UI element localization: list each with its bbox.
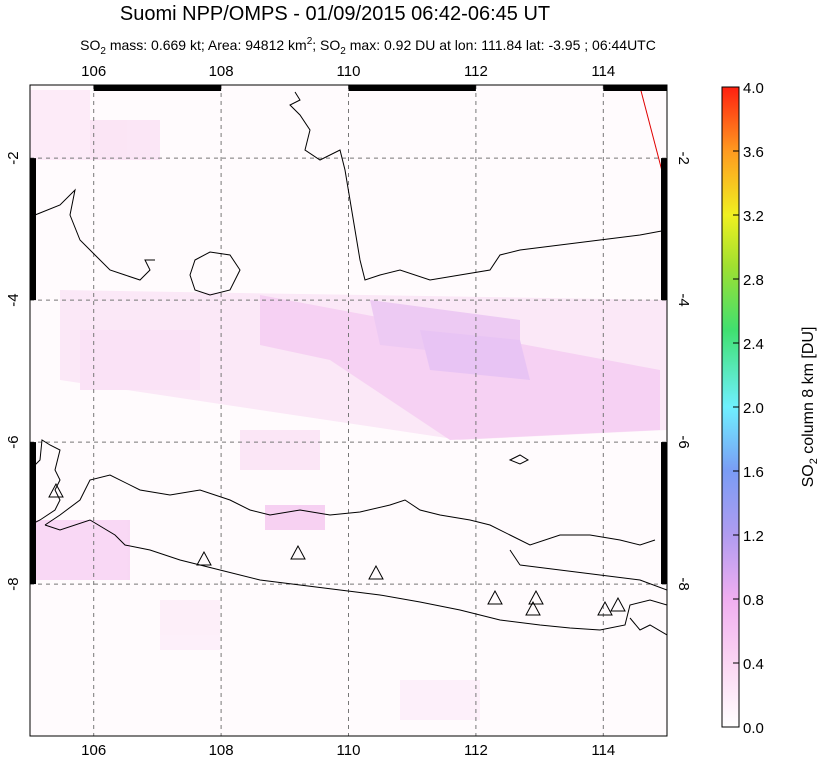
frame-bar [30, 442, 36, 585]
lon-label: 106 [81, 742, 106, 759]
subtitle-part: max: 0.92 DU at lon: 111.84 lat: -3.95 ;… [346, 37, 656, 53]
lon-label: 106 [81, 63, 106, 80]
colorbar-tick-label: 4.0 [743, 80, 764, 97]
frame-bar [348, 85, 476, 91]
colorbar-tick-label: 0.8 [743, 592, 764, 609]
lon-label: 114 [591, 742, 615, 759]
lat-label: -6 [675, 435, 692, 448]
lon-label: 108 [209, 63, 234, 80]
subscript: 2 [808, 458, 820, 464]
superscript: 2 [307, 36, 313, 47]
lon-label: 112 [464, 63, 488, 80]
lon-label: 114 [591, 63, 615, 80]
frame-bar [661, 158, 667, 301]
lat-label: -4 [5, 293, 22, 306]
colorbar-label-part: column 8 km [DU] [800, 327, 817, 459]
colorbar-tick-label: 2.0 [743, 400, 764, 417]
lon-label: 108 [209, 742, 234, 759]
lat-label: -2 [5, 151, 22, 164]
subscript: 2 [340, 46, 346, 57]
map [30, 85, 667, 736]
lon-label: 110 [337, 63, 361, 80]
lat-label: -6 [5, 435, 22, 448]
subtitle-part: mass: 0.669 kt; Area: 94812 km [106, 37, 307, 53]
colorbar-tick-label: 0.0 [743, 720, 764, 737]
colorbar-label-part: SO [800, 464, 817, 487]
map-frame [29, 84, 668, 737]
colorbar-tick-label: 3.2 [743, 208, 764, 225]
colorbar-tick-label: 3.6 [743, 144, 764, 161]
lat-label: -2 [675, 151, 692, 164]
subtitle-part: SO [80, 37, 100, 53]
lat-label: -4 [675, 293, 692, 306]
frame-bar [661, 442, 667, 585]
subtitle: SO2 mass: 0.669 kt; Area: 94812 km2; SO2… [80, 36, 656, 57]
frame-bar [603, 85, 667, 91]
colorbar-tick-label: 0.4 [743, 656, 764, 673]
title: Suomi NPP/OMPS - 01/09/2015 06:42-06:45 … [120, 3, 550, 25]
lat-label: -8 [5, 577, 22, 590]
lon-label: 110 [337, 742, 361, 759]
subtitle-part: ; SO [312, 37, 340, 53]
volcanoes [48, 482, 626, 616]
colorbar-tick-label: 2.8 [743, 272, 764, 289]
colorbar-label: SO2 column 8 km [DU] [800, 327, 820, 488]
frame-bar [93, 85, 222, 91]
colorbar-tick-label: 2.4 [743, 336, 764, 353]
so2-patches [30, 90, 667, 720]
subscript: 2 [100, 46, 106, 57]
frame-bar [30, 158, 36, 301]
colorbar-tick-label: 1.2 [743, 528, 764, 545]
lon-label: 112 [464, 742, 488, 759]
colorbar-tick-label: 1.6 [743, 464, 764, 481]
lat-label: -8 [675, 577, 692, 590]
